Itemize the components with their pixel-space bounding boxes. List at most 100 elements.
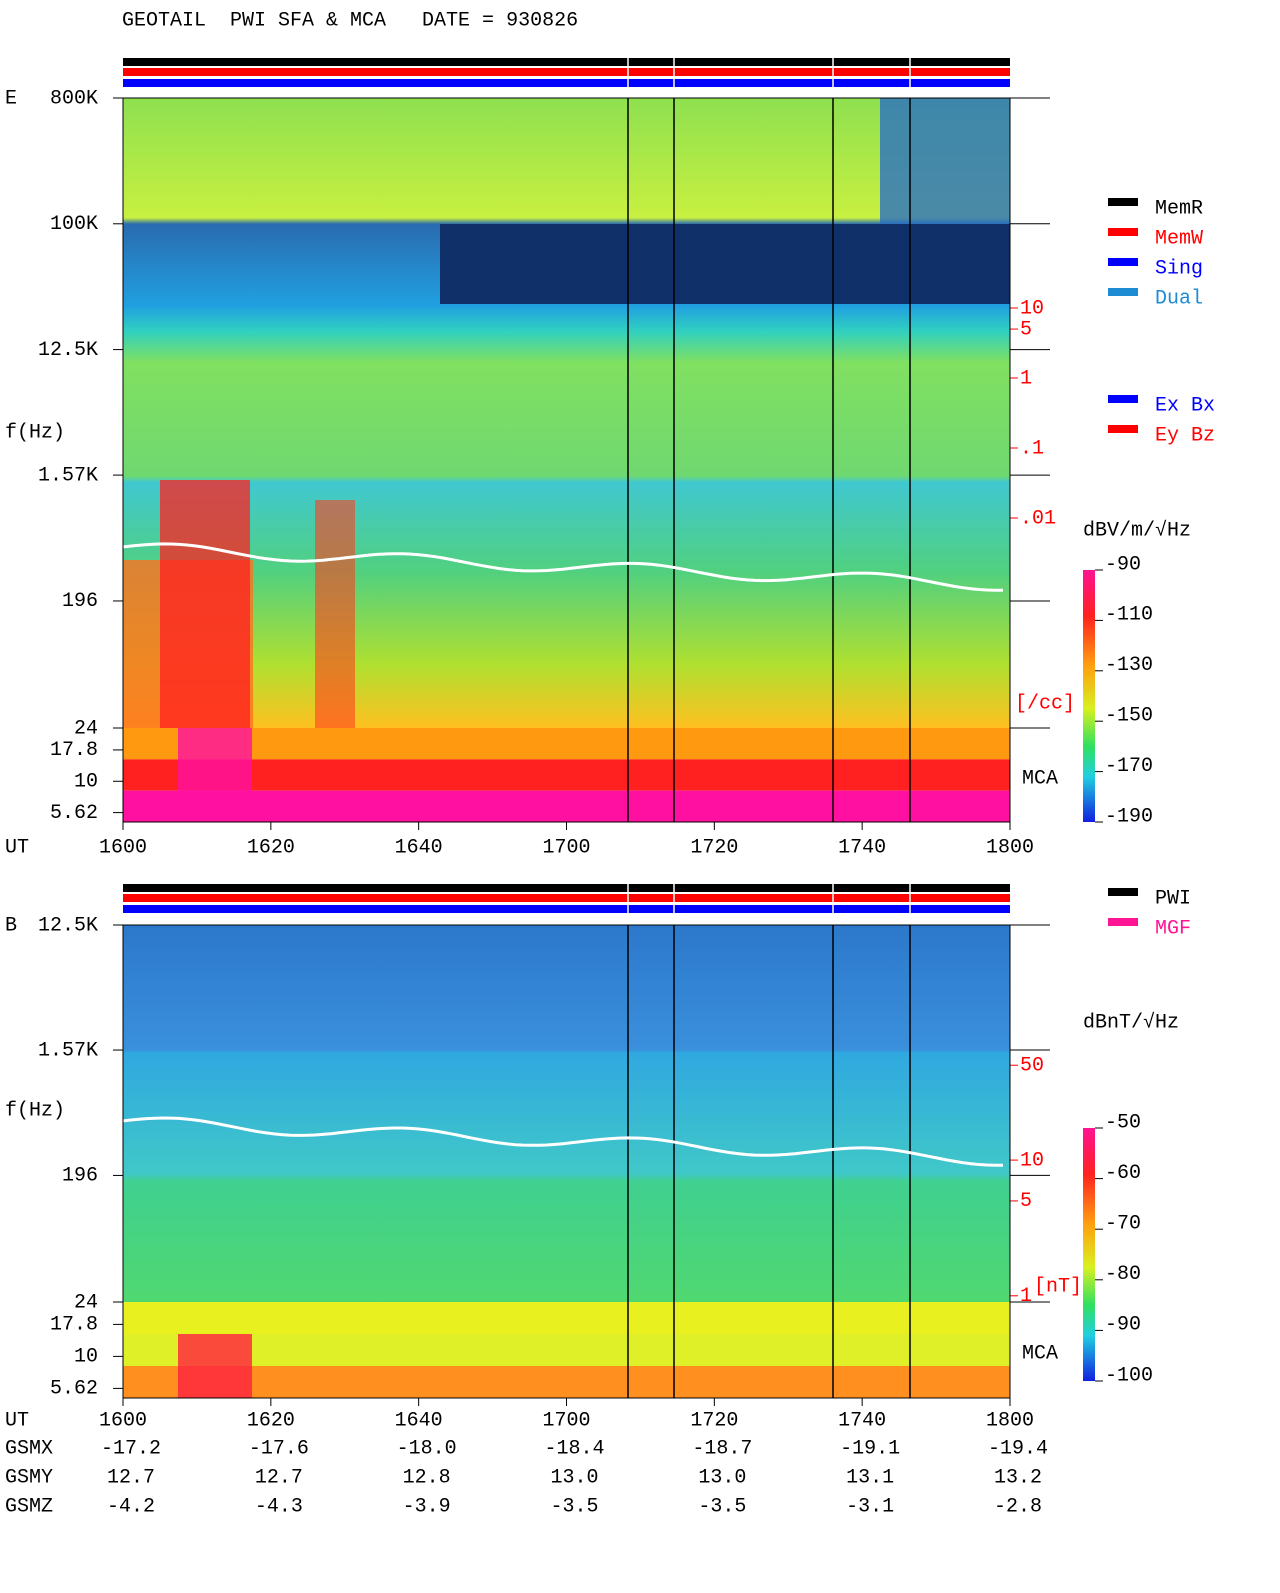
orbit-value: 12.7 (107, 1466, 155, 1489)
spectrogram (123, 98, 1010, 728)
orbit-value: 13.0 (698, 1466, 746, 1489)
colorbar-tick-label: -80 (1105, 1263, 1141, 1286)
orbit-value: 12.7 (255, 1466, 303, 1489)
status-bar (123, 905, 1010, 913)
orbit-row-label: GSMY (5, 1466, 53, 1489)
spectrogram-patch (315, 500, 355, 728)
y-tick-label: 196 (62, 590, 98, 613)
spectrogram-patch (880, 98, 1010, 224)
orbit-value: -3.5 (698, 1495, 746, 1518)
legend-label: MemR (1155, 197, 1203, 220)
orbit-row-label: GSMZ (5, 1495, 53, 1518)
orbit-value: -3.1 (846, 1495, 894, 1518)
status-bar (123, 894, 1010, 902)
orbit-value: 13.0 (550, 1466, 598, 1489)
spectrogram-patch (440, 224, 1010, 304)
panel-label: E (5, 87, 17, 110)
mca-label: MCA (1022, 1342, 1058, 1365)
status-bar (123, 79, 1010, 87)
x-axis-label: UT (5, 836, 29, 859)
page-title: GEOTAIL PWI SFA & MCA DATE = 930826 (122, 9, 578, 32)
colorbar (1083, 1128, 1095, 1381)
y-axis-label: f(Hz) (5, 421, 65, 444)
y2-tick-label: .1 (1020, 437, 1044, 460)
orbit-value: -2.8 (994, 1495, 1042, 1518)
y-tick-label: 24 (74, 1291, 98, 1314)
mca-band (123, 1366, 1010, 1398)
orbit-value: -17.2 (101, 1437, 161, 1460)
y-tick-label: 800K (50, 87, 98, 110)
status-bar (123, 58, 1010, 66)
colorbar-tick-label: -170 (1105, 755, 1153, 778)
plot-frame (122, 924, 1011, 1399)
orbit-row-label: GSMX (5, 1437, 53, 1460)
spectrogram (123, 925, 1010, 1302)
plot-frame (122, 97, 1011, 823)
orbit-value: -3.9 (403, 1495, 451, 1518)
y2-tick-label: 1 (1020, 1285, 1032, 1308)
colorbar-tick-label: -190 (1105, 805, 1153, 828)
orbit-value: 12.8 (403, 1466, 451, 1489)
orbit-value: -3.5 (550, 1495, 598, 1518)
y2-tick-label: 5 (1020, 1190, 1032, 1213)
y-tick-label: 1.57K (38, 1039, 98, 1062)
mca-band (123, 1334, 1010, 1366)
mca-tick-label: 5.62 (50, 1378, 98, 1401)
legend-swatch (1108, 888, 1138, 896)
colorbar-tick-label: -90 (1105, 553, 1141, 576)
mca-tick-label: 10 (74, 771, 98, 794)
x-tick-label: 1600 (99, 1409, 147, 1432)
status-bar (123, 68, 1010, 76)
x-tick-label: 1800 (986, 1409, 1034, 1432)
x-tick-label: 1640 (395, 836, 443, 859)
x-axis-label: UT (5, 1409, 29, 1432)
legend-label: Dual (1155, 287, 1203, 310)
colorbar (1083, 570, 1095, 822)
y2-axis-label: [nT] (1034, 1275, 1082, 1298)
mca-label: MCA (1022, 767, 1058, 790)
y-tick-label: 1.57K (38, 464, 98, 487)
y-tick-label: 24 (74, 717, 98, 740)
colorbar-label: dBV/m/√Hz (1083, 518, 1191, 542)
y-tick-label: 100K (50, 213, 98, 236)
orbit-value: -4.3 (255, 1495, 303, 1518)
mca-tick-label: 5.62 (50, 802, 98, 825)
x-tick-label: 1600 (99, 836, 147, 859)
legend-label: Sing (1155, 257, 1203, 280)
plasma-line (122, 542, 1004, 592)
y2-tick-label: 10 (1020, 297, 1044, 320)
orbit-value: -19.1 (840, 1437, 900, 1460)
x-tick-label: 1720 (690, 836, 738, 859)
legend-label: MGF (1155, 917, 1191, 940)
colorbar-label: dBnT/√Hz (1083, 1010, 1179, 1034)
mca-tick-label: 17.8 (50, 1314, 98, 1337)
mca-tick-label: 17.8 (50, 739, 98, 762)
legend-swatch (1108, 288, 1138, 296)
mca-band (123, 759, 1010, 791)
colorbar-tick-label: -110 (1105, 604, 1153, 627)
orbit-value: 13.1 (846, 1466, 894, 1489)
orbit-value: -18.0 (397, 1437, 457, 1460)
orbit-value: -17.6 (249, 1437, 309, 1460)
y2-tick-label: 5 (1020, 318, 1032, 341)
legend-swatch (1108, 395, 1138, 403)
y-tick-label: 196 (62, 1165, 98, 1188)
y-axis-label: f(Hz) (5, 1099, 65, 1122)
colorbar-tick-label: -90 (1105, 1314, 1141, 1337)
legend-swatch (1108, 198, 1138, 206)
y2-tick-label: 1 (1020, 367, 1032, 390)
colorbar-tick-label: -70 (1105, 1212, 1141, 1235)
legend-label: Ex Bx (1155, 394, 1215, 417)
mca-band (123, 728, 1010, 760)
colorbar-tick-label: -130 (1105, 654, 1153, 677)
orbit-value: 13.2 (994, 1466, 1042, 1489)
colorbar-tick-label: -60 (1105, 1162, 1141, 1185)
x-tick-label: 1800 (986, 836, 1034, 859)
plasma-line (122, 1116, 1004, 1167)
y2-tick-label: 10 (1020, 1149, 1044, 1172)
y2-tick-label: .01 (1020, 507, 1056, 530)
mca-band (123, 790, 1010, 822)
x-tick-label: 1740 (838, 836, 886, 859)
x-tick-label: 1720 (690, 1409, 738, 1432)
